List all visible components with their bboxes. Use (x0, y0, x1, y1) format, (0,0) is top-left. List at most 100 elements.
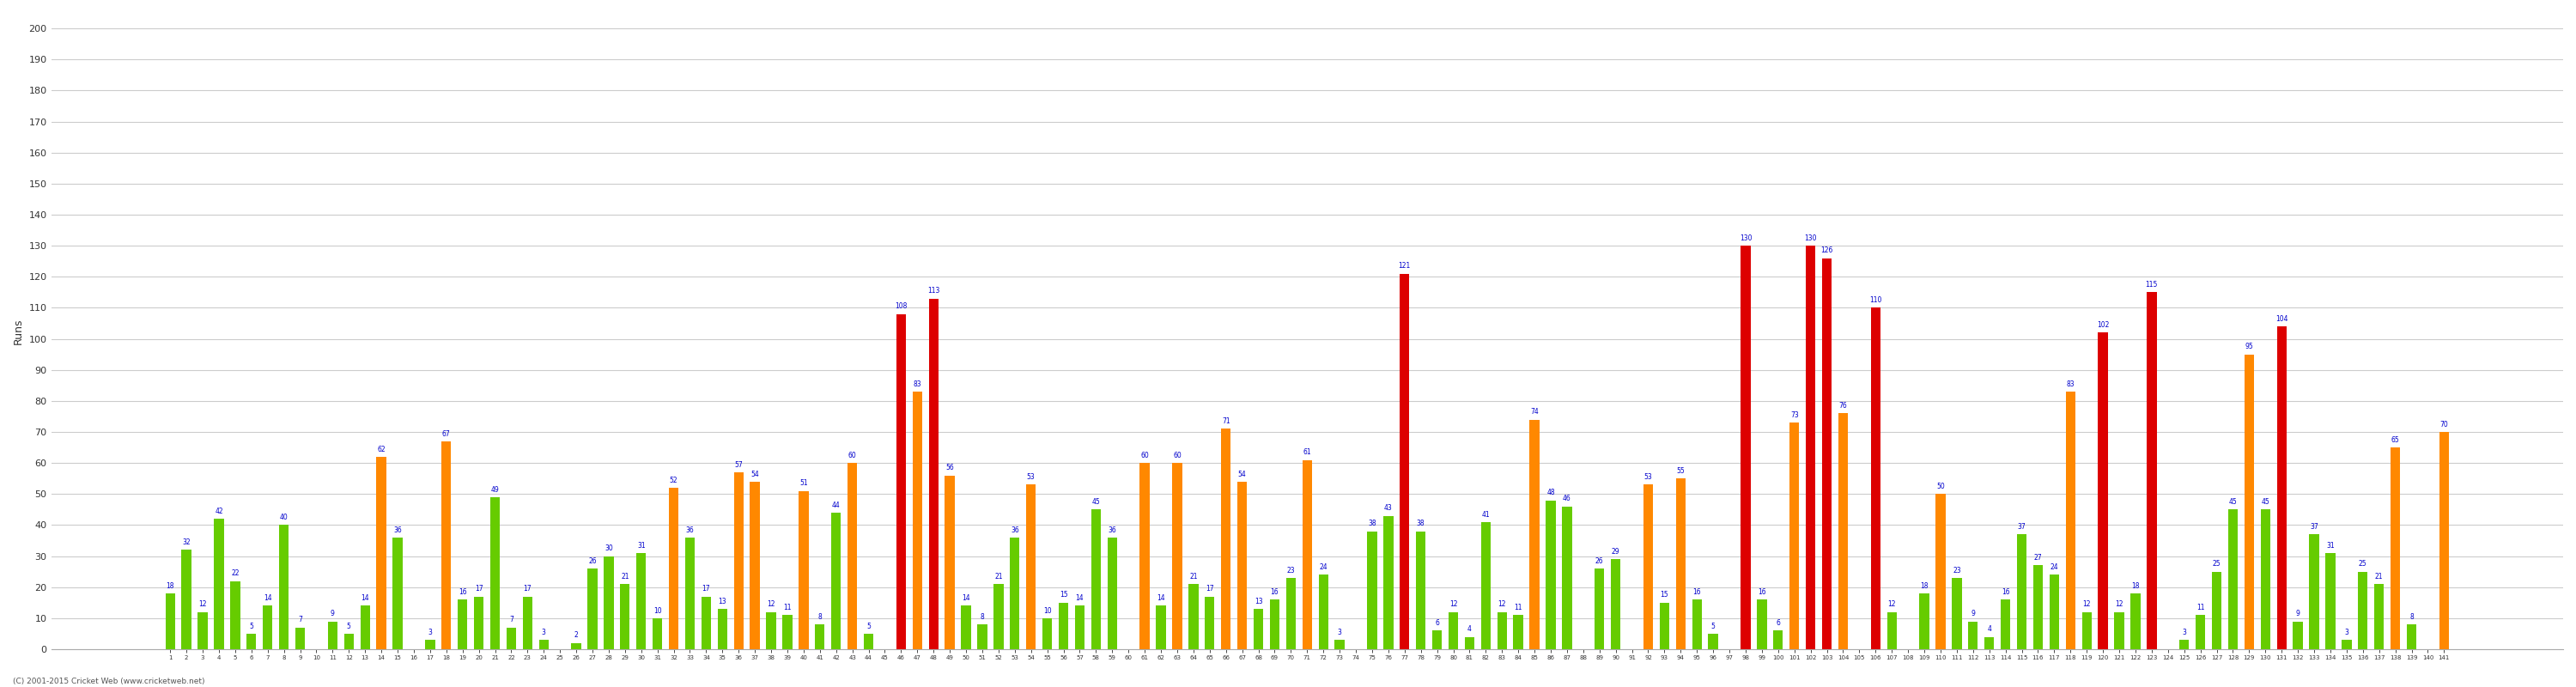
Bar (2097, 333, 2107, 649)
Text: 14: 14 (1157, 594, 1164, 602)
Bar (1206, 596, 1213, 649)
Text: 38: 38 (1368, 520, 1376, 528)
Bar (376, 457, 386, 649)
Text: 130: 130 (1739, 234, 1752, 242)
Text: 74: 74 (1530, 408, 1538, 416)
Text: 52: 52 (670, 476, 677, 484)
Bar (1692, 600, 1703, 649)
Text: 3: 3 (2182, 629, 2187, 636)
Bar (765, 612, 775, 649)
Bar (1659, 602, 1669, 649)
Text: 130: 130 (1803, 234, 1816, 242)
Bar (2032, 565, 2043, 649)
Text: 60: 60 (848, 451, 858, 460)
Text: 16: 16 (2002, 588, 2009, 596)
Text: 5: 5 (866, 622, 871, 630)
Text: 51: 51 (799, 480, 809, 487)
Bar (783, 615, 793, 649)
Bar (1466, 637, 1473, 649)
Bar (489, 497, 500, 649)
Bar (2002, 600, 2009, 649)
Bar (247, 633, 255, 649)
Bar (863, 633, 873, 649)
Text: 25: 25 (2360, 560, 2367, 568)
Bar (685, 537, 696, 649)
Bar (459, 600, 466, 649)
Bar (2130, 594, 2141, 649)
Text: 26: 26 (587, 557, 598, 565)
Bar (2375, 584, 2383, 649)
Bar (2293, 621, 2303, 649)
Text: 61: 61 (1303, 449, 1311, 456)
Text: 16: 16 (1270, 588, 1278, 596)
Text: 8: 8 (981, 613, 984, 620)
Text: 55: 55 (1677, 467, 1685, 475)
Text: 17: 17 (703, 585, 711, 593)
Text: 46: 46 (1564, 495, 1571, 503)
Text: 44: 44 (832, 502, 840, 509)
Text: 121: 121 (1399, 262, 1412, 270)
Text: 7: 7 (299, 616, 301, 624)
Text: 14: 14 (361, 594, 368, 602)
Bar (2342, 640, 2352, 649)
Bar (1074, 606, 1084, 649)
Bar (1497, 612, 1507, 649)
Text: 5: 5 (250, 622, 252, 630)
Bar (2406, 624, 2416, 649)
Bar (1368, 531, 1378, 649)
Bar (327, 621, 337, 649)
Bar (1188, 584, 1198, 649)
Text: 65: 65 (2391, 436, 2398, 444)
Text: 104: 104 (2275, 315, 2287, 323)
Bar (523, 596, 533, 649)
Bar (198, 612, 209, 649)
Bar (2308, 534, 2318, 649)
Text: 12: 12 (1888, 600, 1896, 608)
Text: 12: 12 (1450, 600, 1458, 608)
Text: 16: 16 (1757, 588, 1767, 596)
Bar (1383, 516, 1394, 649)
Bar (2357, 572, 2367, 649)
Text: 41: 41 (1481, 510, 1489, 518)
Bar (2213, 572, 2221, 649)
Text: 53: 53 (1028, 473, 1036, 481)
Text: 4: 4 (1986, 625, 1991, 633)
Bar (1806, 246, 1816, 649)
Text: 31: 31 (2326, 541, 2334, 550)
Bar (670, 488, 677, 649)
Bar (603, 556, 613, 649)
Bar (1530, 420, 1540, 649)
Text: 31: 31 (636, 541, 647, 550)
Text: 9: 9 (330, 610, 335, 618)
Y-axis label: Runs: Runs (13, 318, 23, 344)
Text: 23: 23 (1953, 566, 1960, 574)
Text: 12: 12 (2115, 600, 2123, 608)
Text: 14: 14 (263, 594, 270, 602)
Bar (1935, 494, 1945, 649)
Text: 18: 18 (2130, 582, 2141, 589)
Text: 5: 5 (1710, 622, 1716, 630)
Bar (750, 482, 760, 649)
Bar (538, 640, 549, 649)
Text: 3: 3 (541, 629, 546, 636)
Bar (1512, 615, 1522, 649)
Text: 8: 8 (817, 613, 822, 620)
Bar (1888, 612, 1896, 649)
Bar (2244, 354, 2254, 649)
Text: 3: 3 (428, 629, 433, 636)
Bar (2228, 510, 2239, 649)
Bar (2115, 612, 2125, 649)
Bar (734, 473, 744, 649)
Text: 17: 17 (1206, 585, 1213, 593)
Text: 30: 30 (605, 545, 613, 552)
Text: 36: 36 (1010, 526, 1020, 534)
Bar (572, 643, 582, 649)
Text: 9: 9 (1971, 610, 1976, 618)
Text: 36: 36 (685, 526, 693, 534)
Bar (652, 618, 662, 649)
Bar (1255, 609, 1262, 649)
Text: 21: 21 (994, 573, 1002, 581)
Bar (2326, 553, 2336, 649)
Bar (994, 584, 1005, 649)
Text: 16: 16 (1692, 588, 1700, 596)
